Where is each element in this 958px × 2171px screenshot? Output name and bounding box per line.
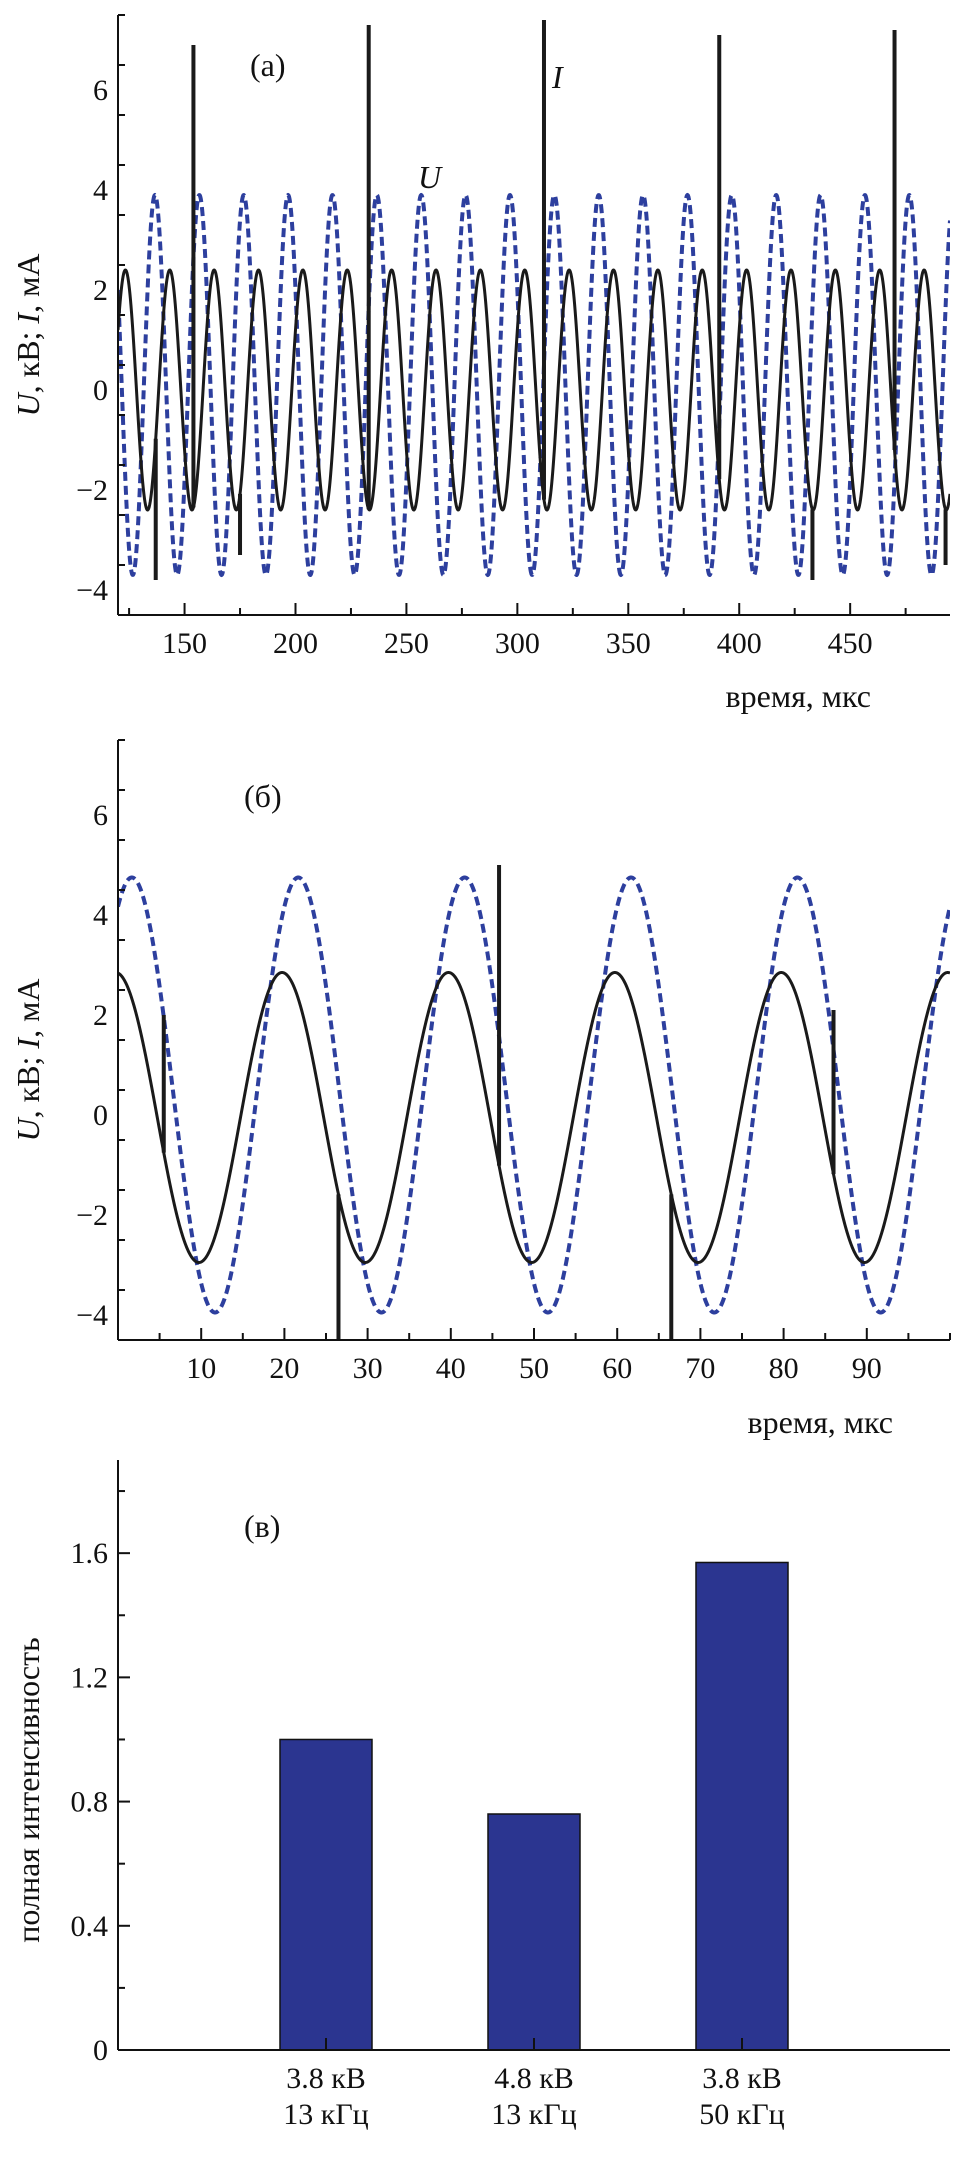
panel-a-x-tick-label: 150 (162, 627, 207, 660)
panel-c-x-tick-label: 3.8 кВ (702, 2062, 782, 2095)
panel-a-x-axis-title: время, мкс (726, 678, 871, 714)
panel-a-series-i-line (118, 268, 950, 512)
panel-b-plot-area (118, 865, 950, 1340)
panel-b-x-tick-label: 20 (269, 1352, 299, 1385)
panel-a-y-tick-label: 0 (93, 374, 108, 407)
panel-b-x-tick-label: 60 (602, 1352, 632, 1385)
panel-a-y-tick-label: −2 (76, 474, 108, 507)
panel-b-y-tick-label: 4 (93, 899, 108, 932)
panel-c-y-tick-label: 0.8 (71, 1786, 109, 1819)
panel-a-y-tick-label: 6 (93, 74, 108, 107)
panel-a-y-tick-label: 4 (93, 174, 108, 207)
panel-b-x-tick-label: 90 (852, 1352, 882, 1385)
panel-b-series-u-line (118, 875, 950, 1315)
panel-a-y-tick-label: −4 (76, 574, 108, 607)
panel-b-x-tick-label: 30 (353, 1352, 383, 1385)
panel-b-y-tick-label: −2 (76, 1199, 108, 1232)
panel-c-bar-1 (487, 1813, 581, 2051)
panel-b-label: (б) (244, 778, 282, 814)
panel-a-label: (а) (250, 47, 286, 83)
panel-b-x-tick-label: 40 (436, 1352, 466, 1385)
panel-b-x-tick-label: 70 (685, 1352, 715, 1385)
panel-b-x-tick-label: 10 (186, 1352, 216, 1385)
panel-a-i-curve-label: I (551, 59, 564, 95)
panel-c-x-tick-label: 13 кГц (283, 2098, 368, 2131)
panel-c-plot-area (279, 1561, 789, 2051)
panel-c-label: (в) (244, 1508, 280, 1544)
panel-c-x-tick-label: 13 кГц (491, 2098, 576, 2131)
panel-a-plot-area (118, 20, 950, 580)
panel-a-x-tick-label: 400 (717, 627, 762, 660)
panel-a-x-tick-label: 200 (273, 627, 318, 660)
panel-c-y-tick-label: 1.6 (71, 1537, 109, 1570)
panel-b-y-tick-label: −4 (76, 1299, 108, 1332)
panel-a-y-axis-title: U, кВ; I, мА (10, 254, 46, 417)
panel-c-y-tick-label: 1.2 (71, 1661, 109, 1694)
panel-a-u-curve-label: U (418, 159, 443, 195)
panel-b-series-i-line (118, 971, 950, 1264)
panel-c-y-tick-label: 0.4 (71, 1910, 109, 1943)
panel-c-bar-2 (695, 1561, 789, 2051)
panel-b-x-axis-title: время, мкс (748, 1404, 893, 1440)
panel-b-y-tick-label: 6 (93, 799, 108, 832)
panel-b-y-tick-label: 2 (93, 999, 108, 1032)
panel-c-bar-0 (279, 1738, 373, 2051)
panel-a-series-u-line (118, 193, 950, 577)
panel-a-axes: −4 −2 0 2 4 6 150 200 250 300 350 400 450 (76, 14, 950, 660)
panel-a-x-tick-label: 250 (384, 627, 429, 660)
panel-b-y-tick-label: 0 (93, 1099, 108, 1132)
panel-a-y-tick-label: 2 (93, 274, 108, 307)
panel-c-x-tick-label: 4.8 кВ (494, 2062, 574, 2095)
panel-c-y-axis-title: полная интенсивность (10, 1637, 46, 1942)
panel-a-x-tick-label: 300 (495, 627, 540, 660)
panel-a-x-tick-label: 350 (606, 627, 651, 660)
chart-panel-a: −4 −2 0 2 4 6 150 200 250 300 350 400 450 (а) U I вр… (10, 14, 950, 714)
panel-b-x-tick-label: 50 (519, 1352, 549, 1385)
panel-a-x-tick-label: 450 (828, 627, 873, 660)
panel-c-x-tick-label: 50 кГц (699, 2098, 784, 2131)
panel-b-x-tick-label: 80 (769, 1352, 799, 1385)
panel-c-x-tick-label: 3.8 кВ (286, 2062, 366, 2095)
panel-c-y-tick-label: 0 (93, 2034, 108, 2067)
chart-panel-b: −4 −2 0 2 4 6 10 20 30 40 50 60 70 80 90 (б) время, мк… (10, 739, 951, 1440)
panel-b-y-axis-title: U, кВ; I, мА (10, 979, 46, 1142)
panel-b-axes: −4 −2 0 2 4 6 10 20 30 40 50 60 70 80 90 (76, 739, 951, 1385)
